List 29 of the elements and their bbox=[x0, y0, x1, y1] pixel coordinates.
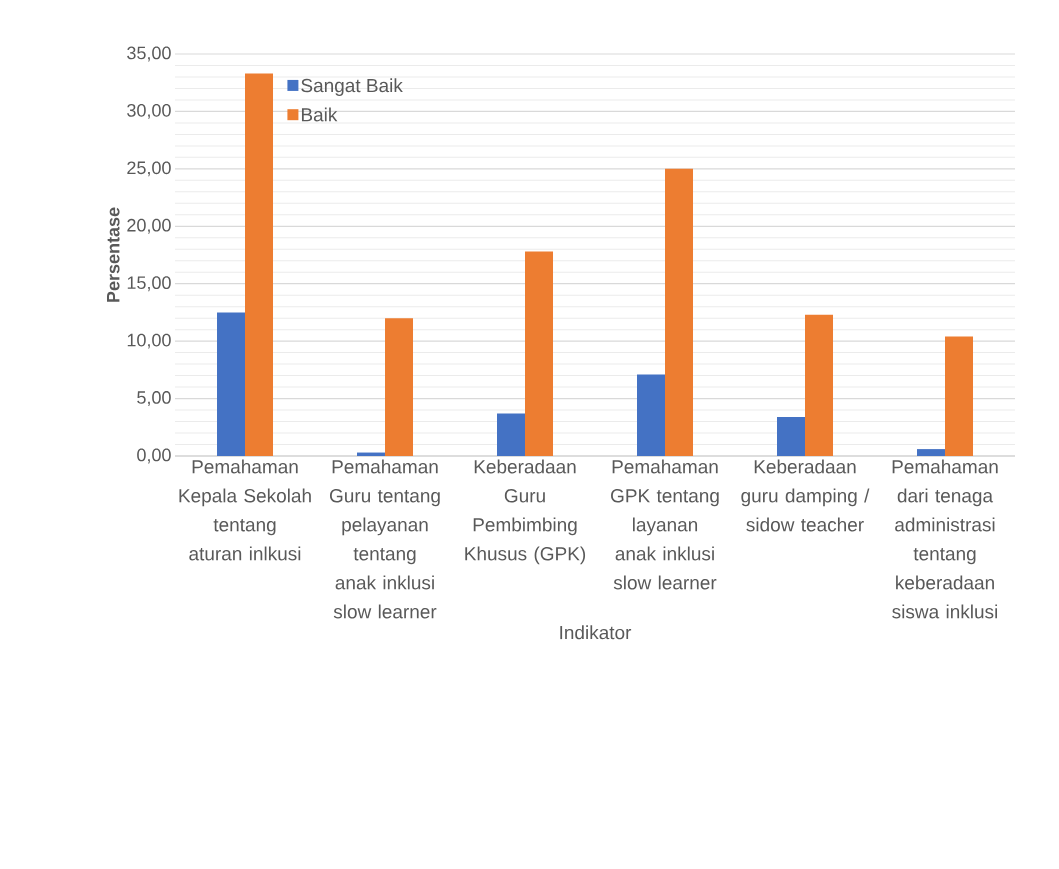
y-tick-label: 15,00 bbox=[127, 276, 171, 292]
x-tick-label: Keberadaan guru damping / sidow teacher bbox=[741, 459, 870, 532]
bar bbox=[777, 416, 806, 456]
bar bbox=[637, 374, 666, 456]
bar bbox=[385, 318, 414, 456]
legend-label: Sangat Baik bbox=[301, 78, 403, 96]
x-tick-label: Pemahaman dari tenaga administrasi tentang keberadaan siswa inklusi bbox=[892, 459, 998, 619]
bar bbox=[525, 251, 553, 456]
x-tick-label: Pemahaman Kepala Sekolah tentang aturan inlkusi bbox=[179, 459, 311, 561]
y-tick-label: 25,00 bbox=[127, 161, 171, 177]
x-axis-title: Indikator bbox=[560, 625, 632, 640]
bar bbox=[945, 336, 974, 456]
x-tick-label: Pemahaman GPK tentang layanan anak inklusi slow learner bbox=[611, 459, 719, 590]
bar bbox=[665, 168, 694, 456]
y-tick-label: 10,00 bbox=[127, 333, 171, 349]
bar bbox=[245, 73, 274, 456]
y-tick-label: 30,00 bbox=[127, 103, 171, 119]
y-axis-title: Persentase bbox=[107, 207, 120, 302]
x-tick-label: Keberadaan Guru Pembimbing Khusus (GPK) bbox=[465, 459, 586, 565]
y-tick-label: 5,00 bbox=[137, 391, 171, 406]
bar bbox=[217, 312, 246, 456]
legend-label: Baik bbox=[301, 107, 338, 122]
y-tick-label: 35,00 bbox=[127, 46, 171, 62]
y-tick-label: 0,00 bbox=[137, 448, 171, 464]
bar bbox=[497, 413, 526, 456]
x-tick-label: Pemahaman Guru tentang pelayanan tentang anak inklusi slow learner bbox=[329, 459, 440, 619]
bar bbox=[917, 449, 945, 456]
y-tick-label: 20,00 bbox=[127, 218, 171, 234]
bar bbox=[805, 314, 833, 456]
